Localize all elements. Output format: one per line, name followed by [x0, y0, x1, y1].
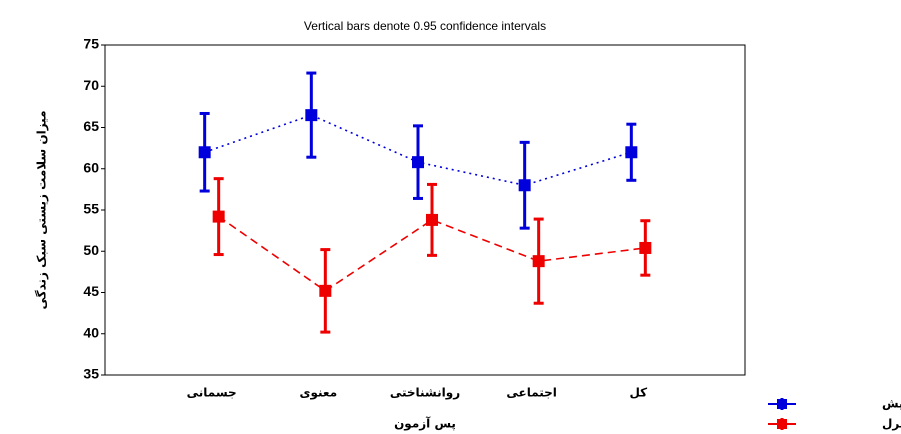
marker	[198, 146, 211, 159]
legend-label: گروه آزمایش	[882, 396, 901, 412]
series-line	[218, 215, 646, 292]
legend-label: گروه کنترل	[882, 417, 901, 432]
marker	[518, 179, 531, 192]
marker	[212, 210, 225, 223]
y-tick-label: 65	[83, 118, 99, 134]
marker	[305, 109, 318, 122]
y-tick-label: 60	[83, 159, 99, 175]
legend-marker	[777, 399, 787, 409]
x-tick-label: معنوی	[300, 386, 338, 401]
marker	[625, 146, 638, 159]
y-tick-label: 35	[83, 366, 99, 382]
marker	[639, 241, 652, 254]
marker	[426, 213, 438, 226]
y-tick-label: 45	[83, 283, 99, 299]
marker	[319, 284, 332, 297]
x-tick-label: اجتماعی	[506, 386, 557, 400]
y-tick-label: 40	[83, 324, 99, 340]
x-tick-label: روانشناختی	[390, 386, 460, 401]
y-tick-label: 75	[83, 36, 99, 52]
marker	[532, 255, 545, 268]
y-tick-label: 55	[83, 201, 99, 217]
y-axis-label: میزان سلامت زیستی سبک زندگی	[35, 110, 49, 309]
marker	[412, 156, 424, 169]
x-tick-label: کل	[629, 386, 647, 400]
y-tick-label: 50	[83, 242, 99, 258]
legend-marker	[777, 419, 787, 429]
x-tick-label: جسمانی	[187, 386, 237, 400]
chart-title: Vertical bars denote 0.95 confidence int…	[304, 19, 546, 33]
x-axis-label: پس آزمون	[394, 416, 456, 432]
y-tick-label: 70	[83, 77, 99, 93]
